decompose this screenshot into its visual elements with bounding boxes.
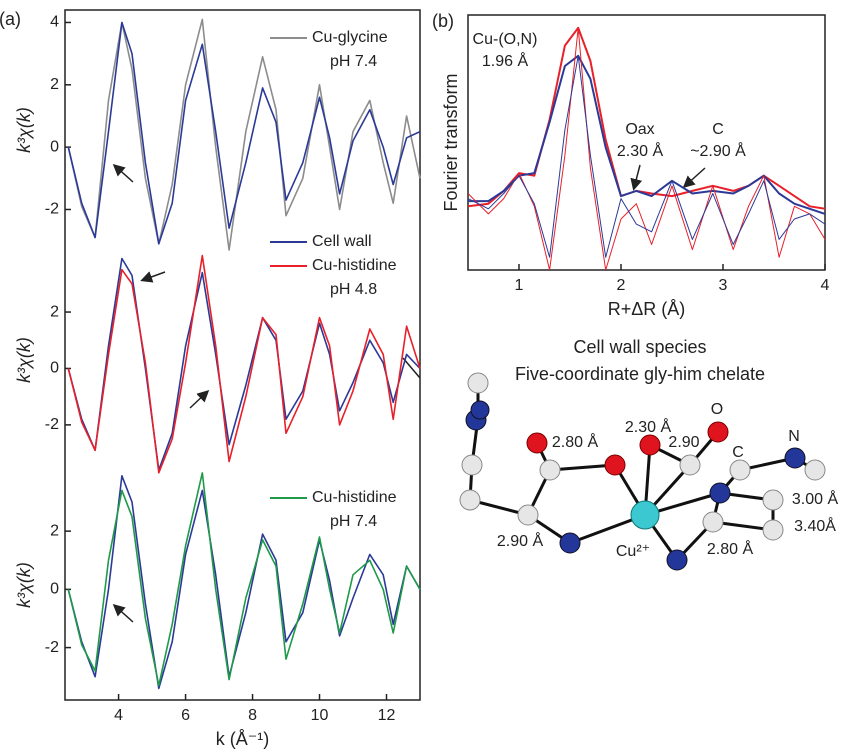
atom-label: 2.80 Å: [707, 539, 754, 558]
legend-label: Cu-glycine: [312, 29, 388, 46]
y-tick-label: -2: [45, 639, 59, 656]
legend-label: Cell wall: [312, 233, 372, 250]
arrow: [143, 272, 165, 280]
diagram-title: Cell wall species: [573, 337, 706, 357]
y-tick-label: 0: [50, 360, 59, 377]
arrow: [634, 165, 640, 188]
diagram-subtitle: Five-coordinate gly-him chelate: [515, 364, 765, 384]
atom-label: 2.90: [668, 434, 699, 451]
arrow: [685, 168, 705, 186]
y-axis-label: k³χ(k): [14, 337, 34, 383]
x-tick-label: 12: [378, 707, 396, 724]
atom-label: N: [788, 428, 800, 445]
annotation: 1.96 Å: [482, 51, 529, 70]
y-tick-label: 2: [50, 522, 59, 539]
arrow: [190, 392, 207, 408]
y-tick-label: 2: [50, 303, 59, 320]
x-tick-label: 3: [719, 277, 728, 294]
legend-label: Cu-histidine: [312, 489, 397, 506]
legend-condition: pH 4.8: [330, 281, 377, 298]
atom-label: 3.00 Å: [792, 489, 839, 508]
figure: Cell wall species Five-coordinate gly-hi…: [0, 0, 846, 750]
x-tick-label: 8: [248, 707, 257, 724]
annotation: C: [712, 121, 724, 138]
y-axis-label: k³χ(k): [14, 107, 34, 153]
atom-label: C: [732, 444, 744, 461]
x-axis-label: R+ΔR (Å): [608, 299, 686, 319]
arrow: [115, 166, 133, 182]
arrow: [115, 606, 133, 622]
x-tick-label: 4: [114, 707, 123, 724]
y-tick-label: 4: [50, 14, 59, 31]
y-tick-label: -2: [45, 201, 59, 218]
panel-a-frame: [65, 10, 420, 700]
y-tick-label: 2: [50, 76, 59, 93]
atom-label: 2.30 Å: [625, 417, 672, 436]
annotation: Oax: [625, 121, 654, 138]
annotation: ~2.90 Å: [690, 141, 746, 160]
y-tick-label: -2: [45, 416, 59, 433]
x-tick-label: 6: [181, 707, 190, 724]
y-tick-label: 0: [50, 138, 59, 155]
legend-condition: pH 7.4: [330, 53, 377, 70]
x-tick-label: 1: [515, 277, 524, 294]
data-line: [68, 476, 420, 689]
annotation: 2.30 Å: [617, 141, 664, 160]
atom-label: 3.40Å: [794, 516, 836, 535]
x-tick-label: 10: [311, 707, 329, 724]
y-axis-label: k³χ(k): [14, 562, 34, 608]
x-tick-label: 4: [821, 277, 830, 294]
atom-label: 2.90 Å: [497, 531, 544, 550]
legend-condition: pH 7.4: [330, 513, 377, 530]
x-axis-label: k (Å⁻¹): [216, 729, 270, 749]
panel-label: (a): [0, 9, 21, 29]
atom-label: 2.80 Å: [552, 432, 599, 451]
atom-label: O: [711, 401, 723, 418]
x-tick-label: 2: [617, 277, 626, 294]
panel-label: (b): [432, 11, 454, 31]
y-axis-label: Fourier transform: [441, 73, 461, 211]
legend-label: Cu-histidine: [312, 257, 397, 274]
annotation: Cu-(O,N): [473, 31, 538, 48]
y-tick-label: 0: [50, 581, 59, 598]
atom-label: Cu²⁺: [616, 543, 650, 560]
